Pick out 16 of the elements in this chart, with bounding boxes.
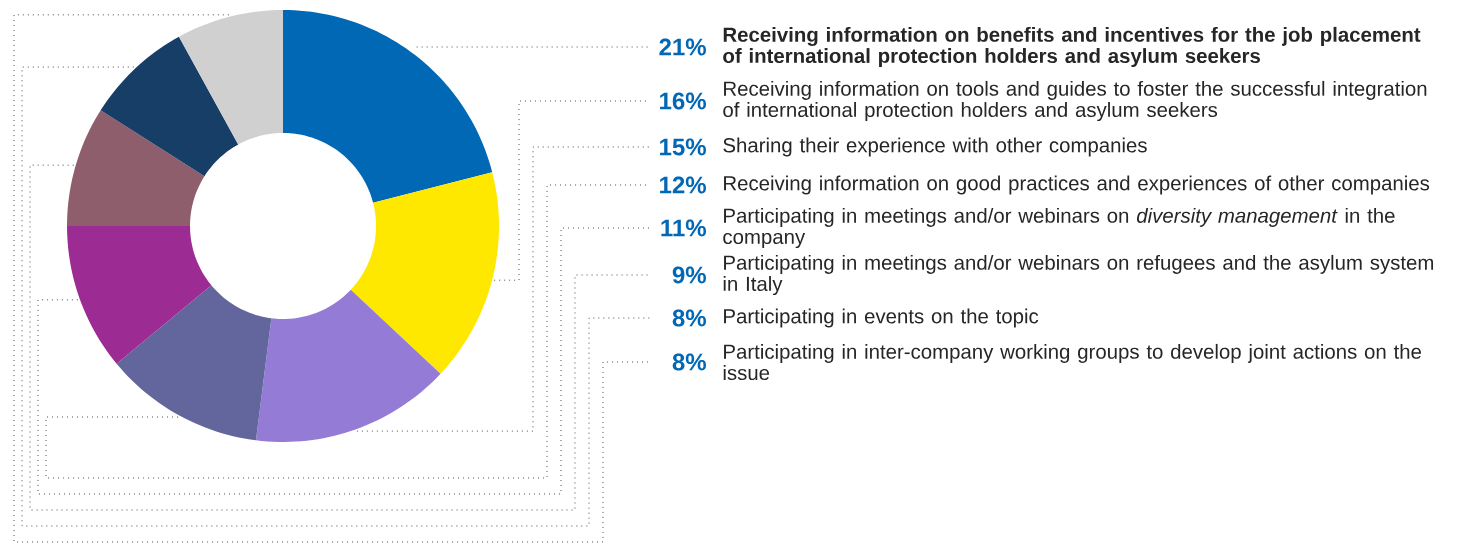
category-label: Participating in meetings and/or webinars on diversity management in the company	[723, 207, 1395, 249]
slice-label: Receiving information on tools and guides to foster the successful integration of international protection holders and asylum seekers	[723, 80, 1427, 122]
data-label: 11%	[661, 219, 706, 237]
slice-label: Participating in meetings and/or webinars on refugees and the asylum system in Italy	[723, 254, 1434, 296]
data-label: 15%	[660, 138, 706, 156]
data-label: 21%	[659, 38, 706, 56]
slice-label: Participating in inter-company working groups to develop joint actions on the issue	[723, 343, 1422, 381]
data-label: 8%	[672, 309, 706, 327]
data-label: 8%	[672, 353, 706, 371]
data-label: 16%	[660, 92, 706, 110]
slice-label: Receiving information on benefits and incentives for the job placement of international protection holders and asylum seekers	[723, 26, 1421, 68]
data-label: 12%	[660, 176, 706, 194]
data-label: 9%	[672, 266, 706, 284]
slice-label: Participating in events on the topic	[724, 308, 1039, 328]
slice-label: Receiving information on good practices and experiences of other companies	[724, 175, 1430, 195]
slice-label: Sharing their experience with other companies	[723, 137, 1147, 157]
